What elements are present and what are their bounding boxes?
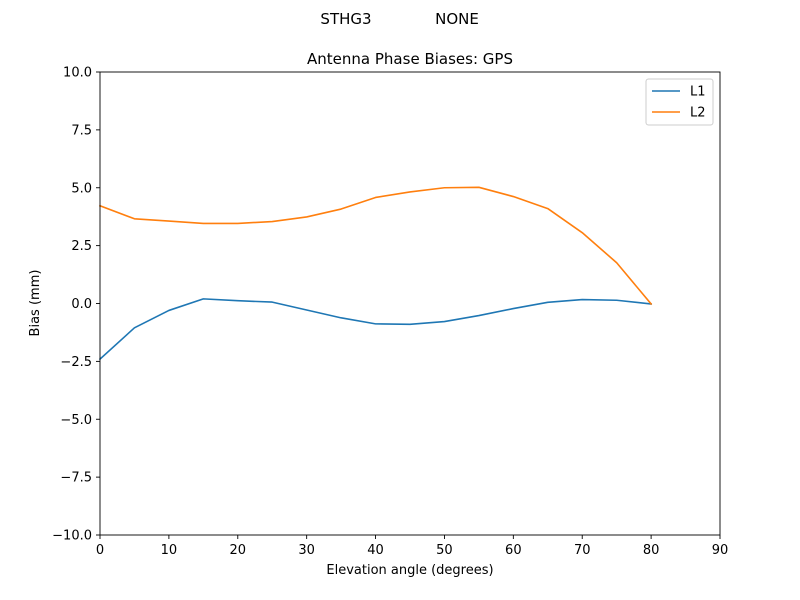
x-tick-label: 60 <box>505 543 522 558</box>
axes-frame <box>99 71 721 536</box>
y-axis-label: Bias (mm) <box>28 270 43 337</box>
x-tick-label: 50 <box>436 543 453 558</box>
y-tick-label: −5.0 <box>60 413 92 428</box>
suptitle-station: STHG3 <box>320 10 371 28</box>
y-tick-label: −7.5 <box>60 471 92 486</box>
y-tick-label: 5.0 <box>71 181 92 196</box>
x-tick-label: 40 <box>367 543 384 558</box>
suptitle-radome: NONE <box>435 10 479 28</box>
y-tick-label: 10.0 <box>63 66 92 81</box>
y-tick-label: −2.5 <box>60 355 92 370</box>
x-tick-label: 30 <box>298 543 315 558</box>
y-tick-label: 7.5 <box>71 123 92 138</box>
series-line-l1 <box>98 298 652 361</box>
x-tick-label: 80 <box>643 543 660 558</box>
plot-area: 0 10 20 30 40 50 60 70 80 90 −10.0 −7.5 −5.0 −2.5 0.0 2… <box>52 66 728 559</box>
legend-label-l1: L1 <box>690 85 706 100</box>
y-tick-label: 0.0 <box>71 297 92 312</box>
y-tick-label: −10.0 <box>52 529 92 544</box>
series-line-l2 <box>98 186 653 306</box>
x-axis-label: Elevation angle (degrees) <box>326 563 493 578</box>
x-tick-label: 10 <box>161 543 178 558</box>
x-tick-label: 0 <box>96 543 104 558</box>
legend-label-l2: L2 <box>690 106 706 121</box>
x-tick-label: 70 <box>574 543 591 558</box>
y-tick-label: 2.5 <box>71 239 92 254</box>
x-tick-label: 90 <box>712 543 729 558</box>
x-tick-label: 20 <box>230 543 247 558</box>
chart-title: Antenna Phase Biases: GPS <box>307 50 513 68</box>
